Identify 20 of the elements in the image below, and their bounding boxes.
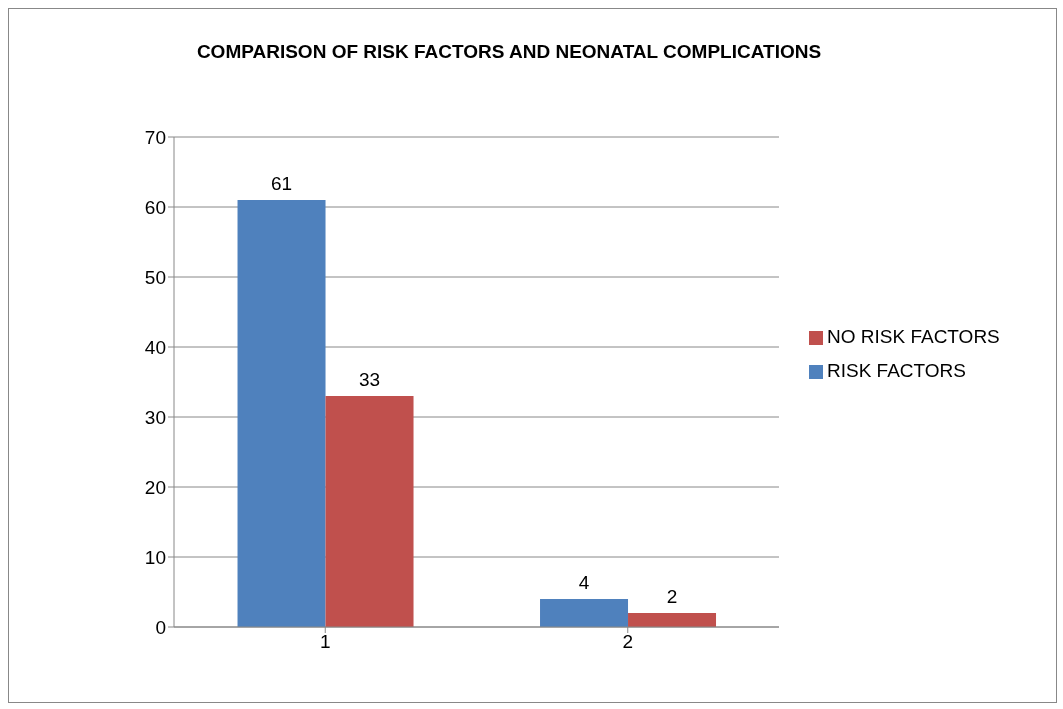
bar (628, 613, 717, 627)
y-tick-label: 60 (144, 196, 166, 218)
legend-label: RISK FACTORS (827, 360, 967, 381)
y-tick-label: 10 (144, 546, 166, 568)
legend-label: NO RISK FACTORS (827, 326, 1000, 347)
data-label: 33 (358, 369, 381, 390)
y-tick-label: 40 (144, 336, 166, 358)
data-label: 2 (666, 586, 678, 607)
y-tick-label: 70 (144, 126, 166, 148)
bar (540, 599, 629, 627)
y-tick-label: 50 (144, 266, 166, 288)
bar (237, 200, 326, 627)
y-tick-label: 0 (155, 616, 166, 638)
y-tick-label: 20 (144, 476, 166, 498)
data-label: 61 (270, 173, 293, 194)
y-tick-label: 30 (144, 406, 166, 428)
chart-title: COMPARISON OF RISK FACTORS AND NEONATAL COMPLICATIONS (195, 41, 823, 63)
data-label: 4 (578, 572, 590, 593)
bar (325, 396, 414, 627)
x-tick-label: 1 (319, 631, 331, 653)
